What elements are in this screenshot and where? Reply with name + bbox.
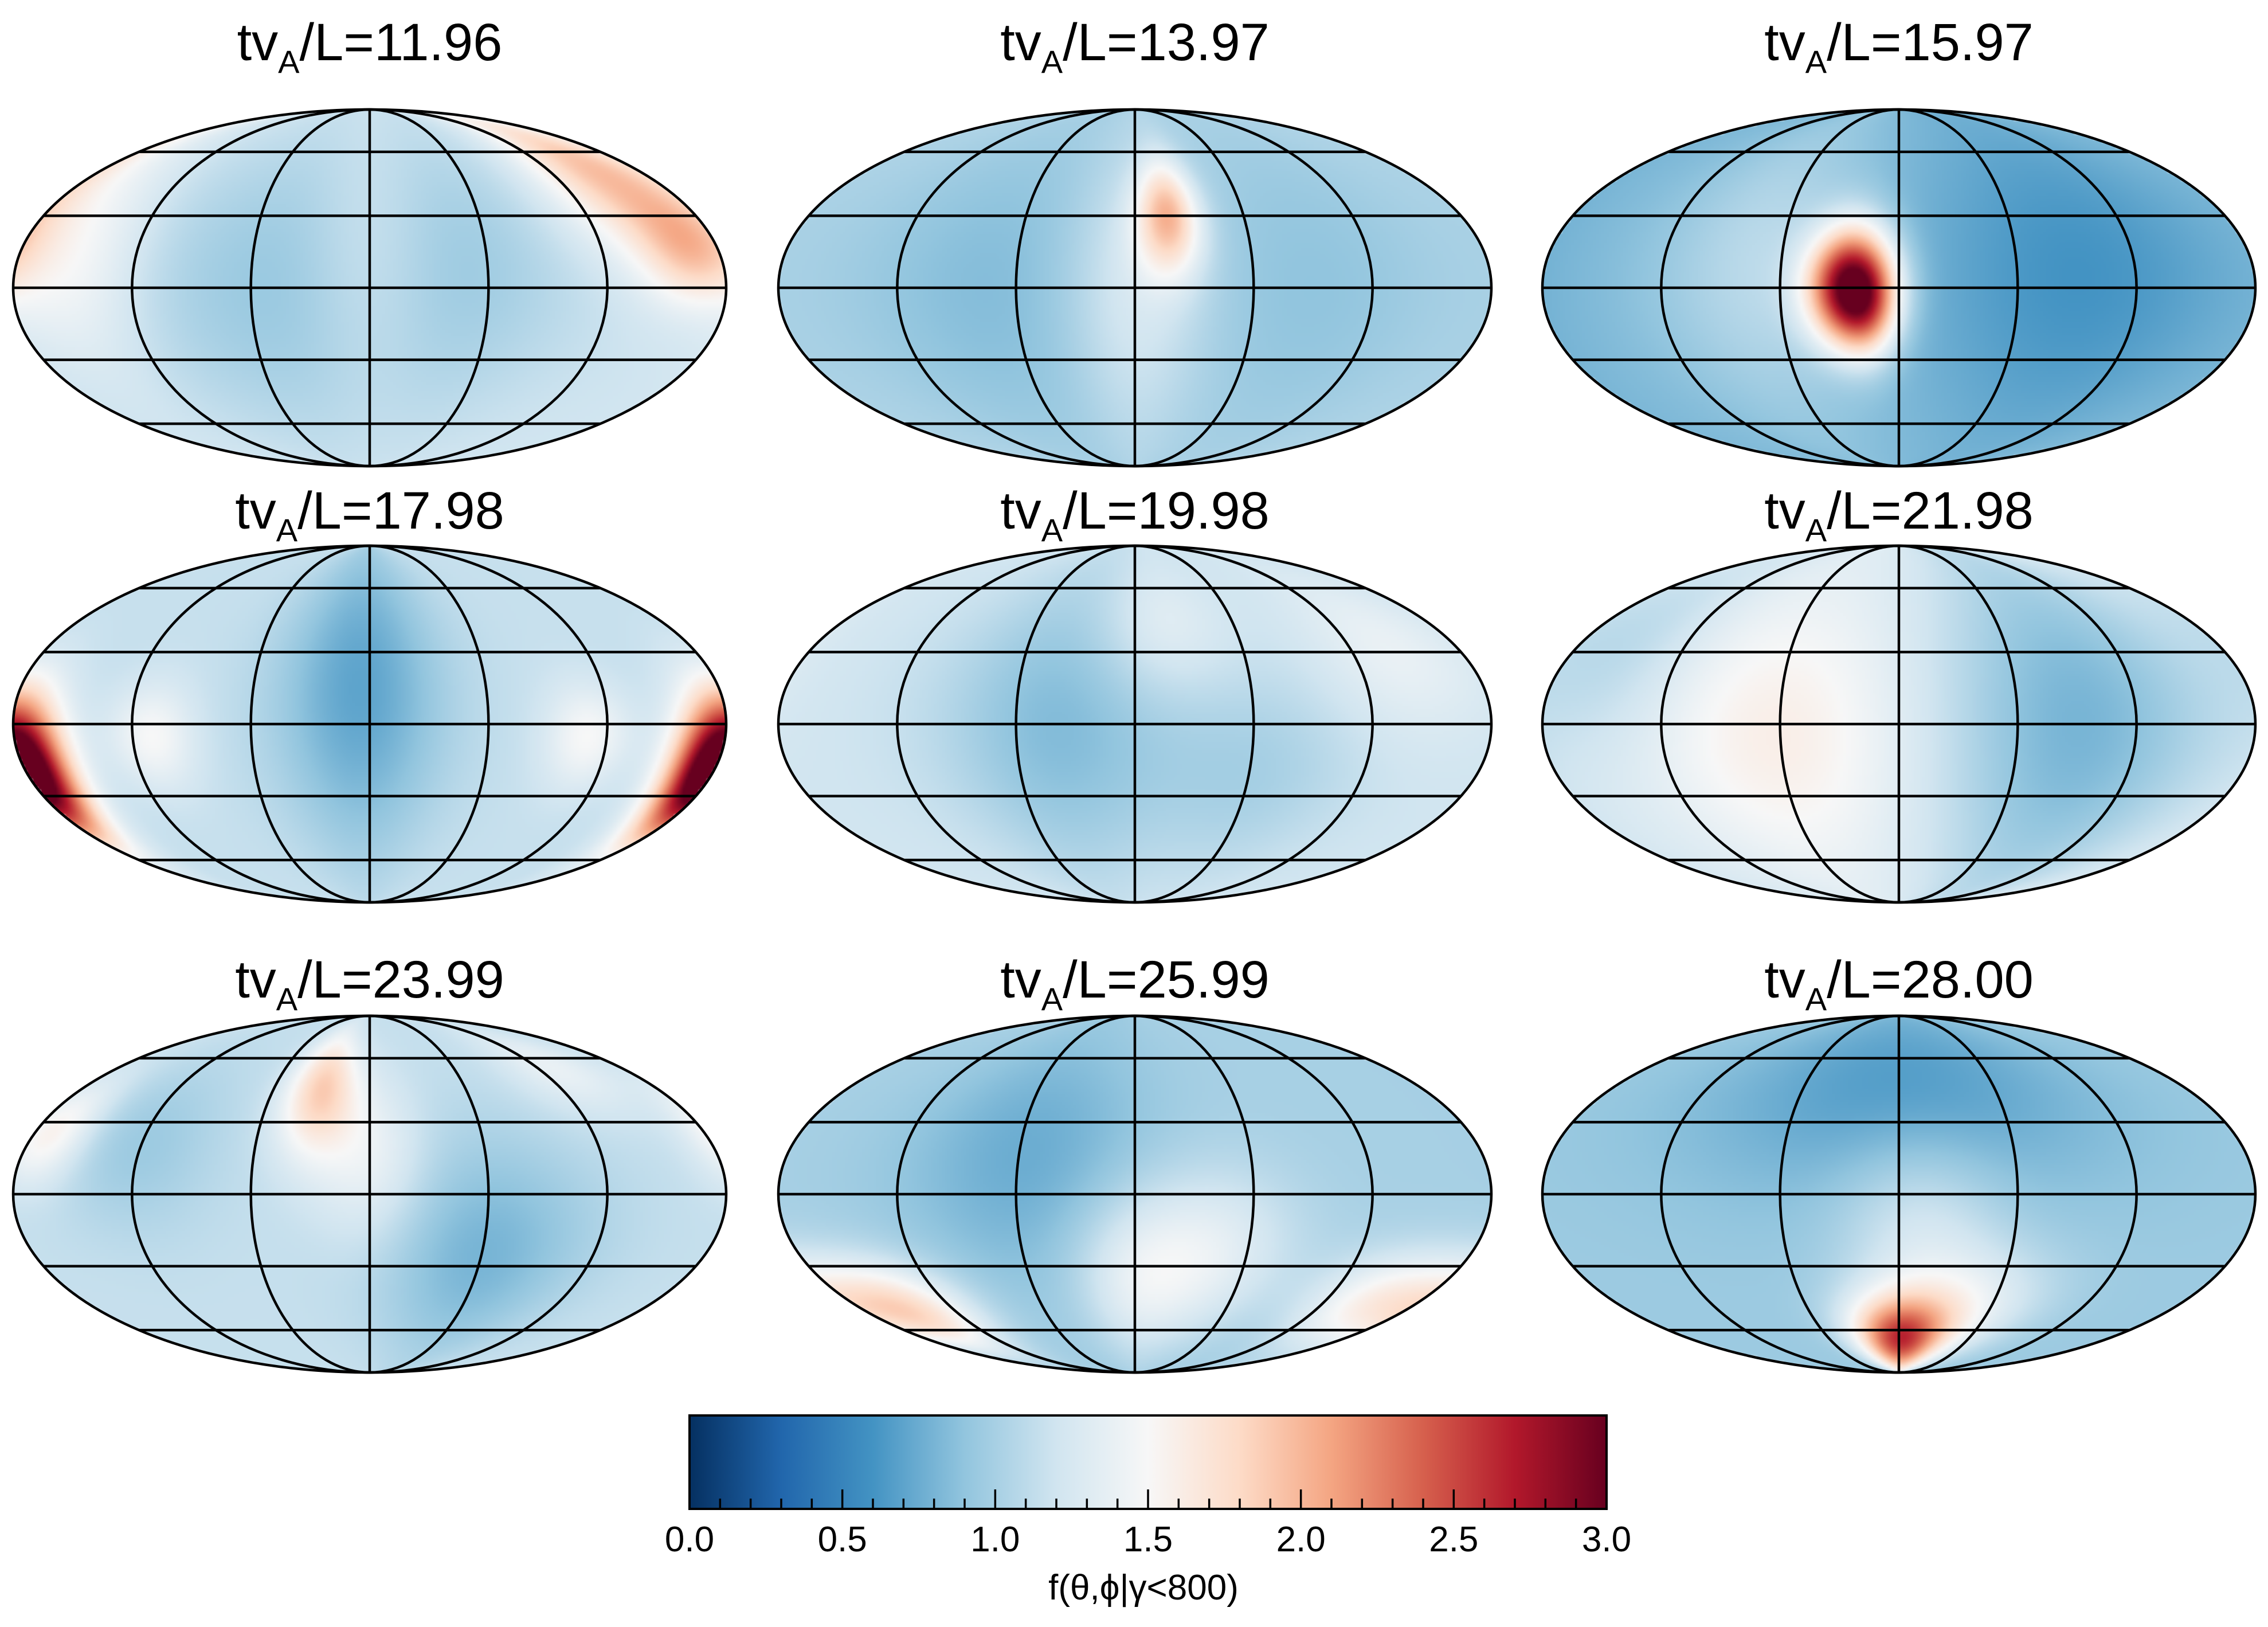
colorbar-tick-label: 1.0	[970, 1520, 1020, 1559]
colorbar-tick-label: 0.5	[818, 1520, 867, 1559]
panel-title: tvA/L=25.99	[1000, 951, 1270, 1017]
graticule	[11, 108, 728, 468]
colorbar-tick-label: 3.0	[1582, 1520, 1631, 1559]
map-panel: tvA/L=13.97	[777, 13, 1493, 468]
colorbar-label: f(θ,ϕ|γ<800)	[1048, 1568, 1239, 1608]
map-panel: tvA/L=15.97	[1541, 13, 2257, 468]
colorbar-ticks: 0.0 0.5 1.0 1.5 2.0 2.5 3.0	[665, 1489, 1631, 1559]
panel-title: tvA/L=28.00	[1764, 951, 2034, 1017]
graticule	[11, 544, 728, 904]
panel-title: tvA/L=17.98	[235, 482, 504, 548]
panel-title: tvA/L=21.98	[1764, 482, 2034, 548]
colorbar-tick-label: 1.5	[1123, 1520, 1173, 1559]
panel-title: tvA/L=13.97	[1000, 13, 1270, 80]
graticule	[1541, 544, 2257, 904]
panel-title: tvA/L=23.99	[235, 951, 504, 1017]
colorbar-tick-label: 2.0	[1276, 1520, 1326, 1559]
panel-title: tvA/L=11.96	[237, 13, 503, 80]
map-panel: tvA/L=17.98	[11, 482, 728, 904]
colorbar-tick-label: 2.5	[1429, 1520, 1478, 1559]
panel-title: tvA/L=15.97	[1764, 13, 2034, 80]
map-panel: tvA/L=28.00	[1541, 951, 2257, 1374]
graticule	[1541, 108, 2257, 468]
map-panel: tvA/L=23.99	[11, 951, 728, 1374]
map-panel: tvA/L=11.96	[11, 13, 728, 468]
map-panel: tvA/L=21.98	[1541, 482, 2257, 904]
graticule	[1541, 1014, 2257, 1374]
panel-title: tvA/L=19.98	[1000, 482, 1270, 548]
graticule	[777, 544, 1493, 904]
map-panel: tvA/L=25.99	[777, 951, 1493, 1374]
colorbar-tick-label: 0.0	[665, 1520, 714, 1559]
graticule	[777, 1014, 1493, 1374]
colorbar: 0.0 0.5 1.0 1.5 2.0 2.5 3.0 f(θ,ϕ|γ<800)	[665, 1414, 1631, 1608]
graticule	[11, 1014, 728, 1374]
graticule	[777, 108, 1493, 468]
map-panel: tvA/L=19.98	[777, 482, 1493, 904]
